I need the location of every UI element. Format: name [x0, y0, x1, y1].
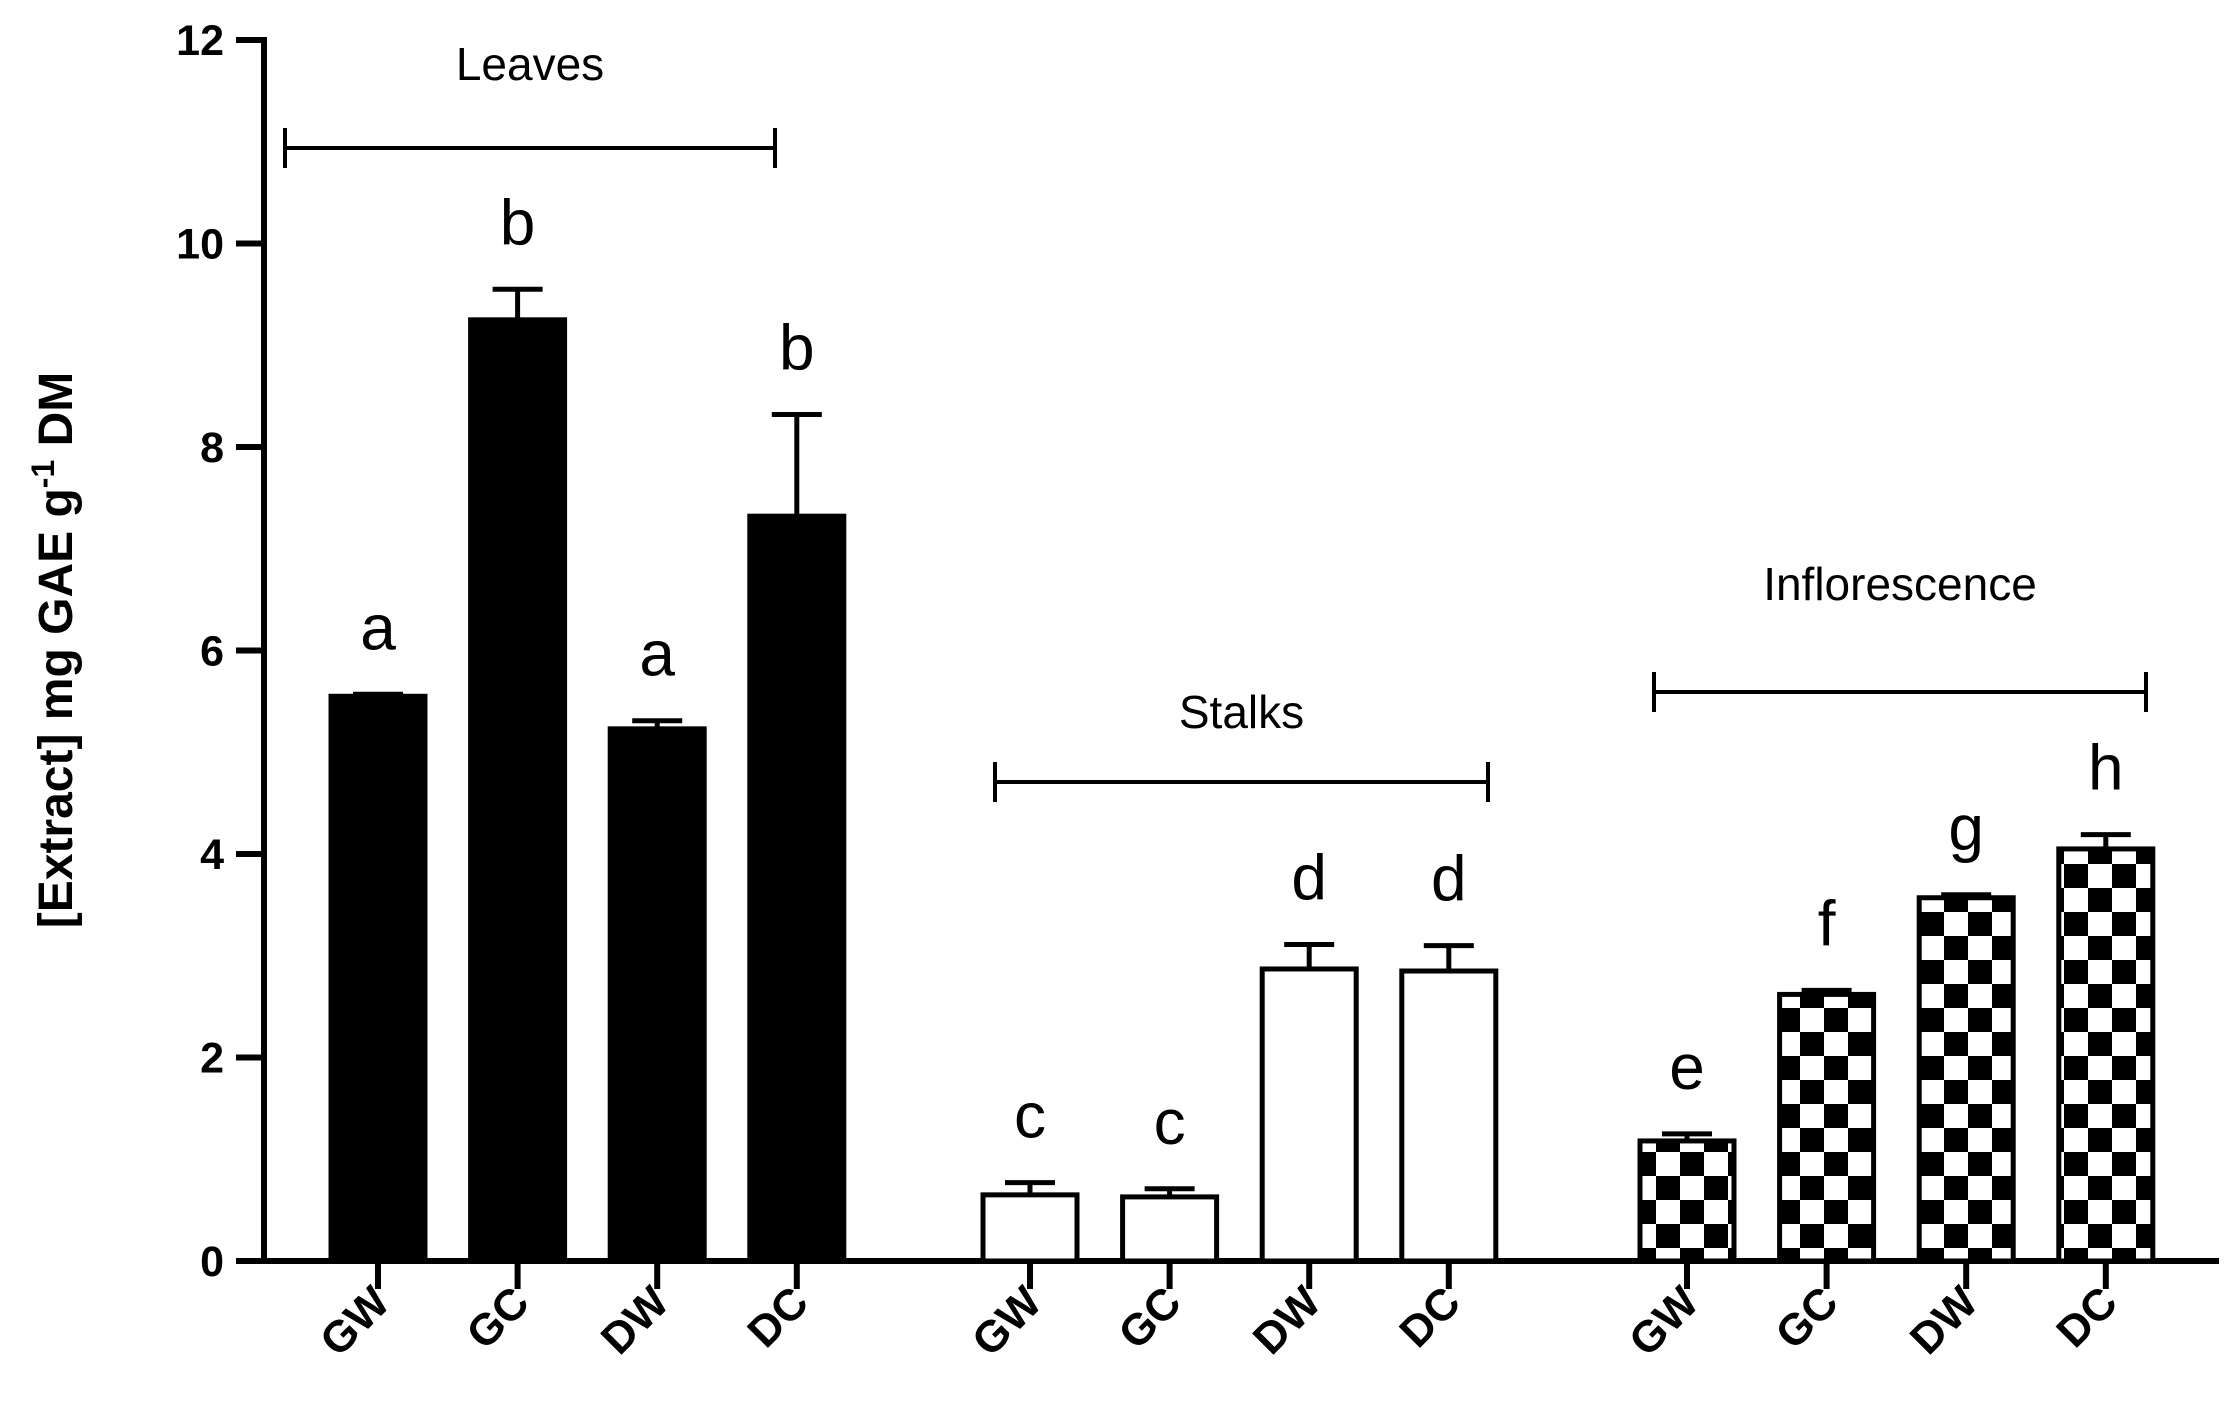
- y-tick-label: 8: [200, 424, 224, 472]
- y-tick-label: 2: [200, 1035, 224, 1083]
- x-tick-label: GC: [1109, 1277, 1190, 1358]
- bar: [2056, 846, 2156, 1264]
- bar: [328, 693, 428, 1264]
- y-axis-title-main: [Extract] mg GAE g: [30, 488, 83, 928]
- x-tick-label: GW: [311, 1277, 400, 1366]
- group-label: Inflorescence: [1763, 558, 2037, 610]
- bar: [980, 1192, 1080, 1264]
- x-tick-label: DC: [2047, 1277, 2127, 1357]
- x-tick-label: DC: [1390, 1277, 1470, 1357]
- bar: [747, 513, 847, 1264]
- significance-letter: b: [500, 186, 536, 258]
- y-tick-label: 0: [200, 1238, 224, 1286]
- y-axis-title-sup: -1: [25, 460, 61, 488]
- x-tick-label: DW: [592, 1277, 679, 1364]
- significance-letter: a: [639, 618, 675, 690]
- significance-letter: d: [1431, 843, 1467, 915]
- bar: [1637, 1138, 1737, 1264]
- x-tick-label: GC: [457, 1277, 538, 1358]
- x-tick-label: GC: [1766, 1277, 1847, 1358]
- bar: [1399, 968, 1499, 1264]
- significance-letter: a: [360, 591, 396, 663]
- bar: [1777, 991, 1877, 1264]
- y-tick-label: 6: [200, 628, 224, 676]
- significance-letter: h: [2088, 732, 2124, 804]
- x-tick-label: GW: [963, 1277, 1052, 1366]
- bar: [1120, 1194, 1220, 1264]
- y-tick-label: 10: [176, 221, 224, 269]
- bar: [607, 726, 707, 1264]
- x-tick-label: DW: [1901, 1277, 1988, 1364]
- y-axis-title: [Extract] mg GAE g-1 DM: [25, 372, 83, 929]
- group-label: Stalks: [1179, 686, 1304, 738]
- bar: [468, 317, 568, 1264]
- bar: [1259, 966, 1359, 1264]
- y-tick-label: 4: [200, 831, 224, 879]
- significance-letter: f: [1818, 887, 1836, 959]
- significance-letter: g: [1948, 792, 1984, 864]
- x-tick-label: DC: [738, 1277, 818, 1357]
- bar: [1916, 895, 2016, 1264]
- significance-letter: d: [1291, 842, 1327, 914]
- significance-letter: c: [1014, 1080, 1046, 1152]
- y-axis-title-end: DM: [30, 372, 83, 460]
- x-tick-label: DW: [1244, 1277, 1331, 1364]
- group-label: Leaves: [456, 38, 604, 90]
- x-tick-label: GW: [1620, 1277, 1709, 1366]
- y-tick-label: 12: [176, 17, 224, 65]
- significance-letter: c: [1154, 1086, 1186, 1158]
- significance-letter: e: [1669, 1031, 1705, 1103]
- significance-letter: b: [779, 311, 815, 383]
